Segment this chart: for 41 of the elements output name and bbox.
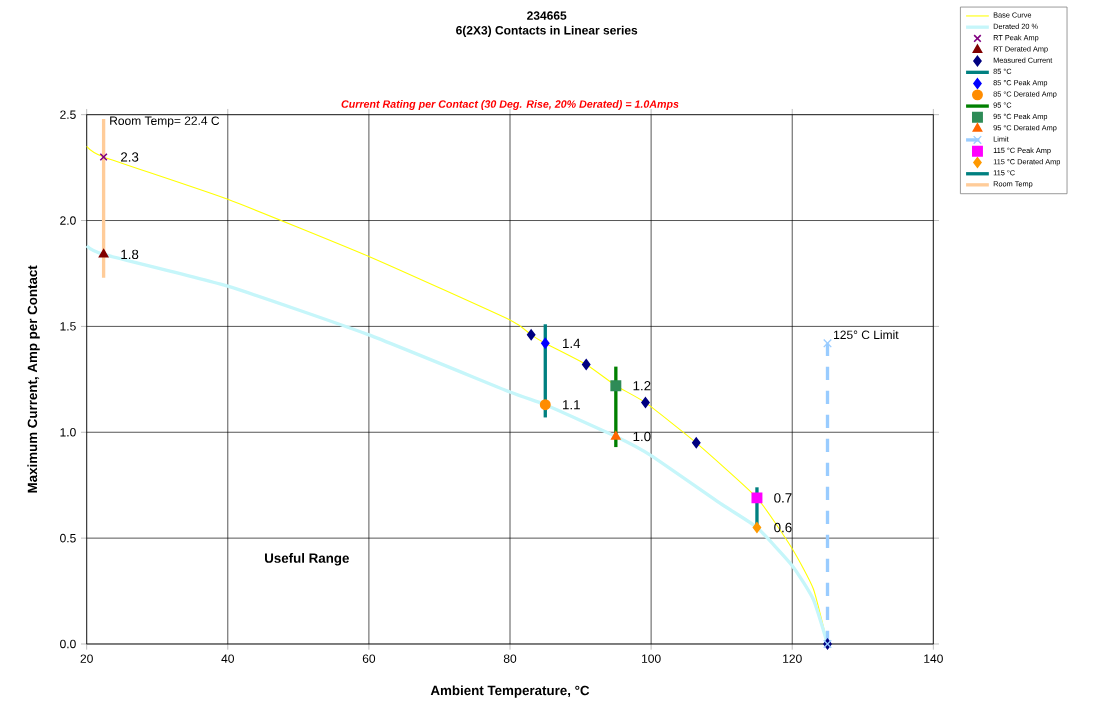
- point: [641, 397, 650, 408]
- x-tick-label: 140: [924, 654, 943, 663]
- y-tick-label: 0.5: [60, 533, 76, 543]
- point: [823, 338, 832, 348]
- annotation: Useful Range: [265, 552, 349, 566]
- x-tick-label: 120: [783, 654, 802, 663]
- y-tick-label: 2.0: [60, 216, 76, 225]
- point: [611, 430, 621, 440]
- data-label: 1.8: [121, 249, 139, 259]
- x-tick-label: 60: [362, 654, 376, 663]
- annotation: Room Temp= 22.4 C: [110, 116, 220, 128]
- x-axis-title: Ambient Temperature, °C: [430, 685, 590, 698]
- data-label: 1.1: [563, 399, 580, 410]
- x-tick-label: 20: [80, 654, 93, 663]
- y-tick-label: 1.5: [60, 322, 76, 331]
- data-label: 1.0: [633, 431, 651, 442]
- x-tick-label: 80: [503, 654, 517, 663]
- data-label: 2.3: [120, 152, 139, 162]
- x-tick-label: 100: [642, 654, 661, 663]
- point: [540, 337, 550, 349]
- point: [99, 152, 108, 161]
- y-tick-label: 2.5: [60, 110, 76, 119]
- point: [98, 248, 109, 258]
- data-label: 1.2: [633, 380, 651, 391]
- point: [539, 399, 551, 411]
- x-tick-label: 40: [221, 654, 234, 663]
- point: [610, 380, 622, 391]
- chart-subtitle: 6(2X3) Contacts in Linear series: [456, 25, 638, 37]
- point: [691, 437, 701, 449]
- data-label: 1.4: [563, 338, 581, 348]
- data-label: 0.7: [774, 493, 792, 503]
- point: [526, 329, 536, 341]
- chart-title: 234665: [527, 11, 567, 20]
- y-axis-title: Maximum Current, Amp per Contact: [27, 265, 40, 493]
- annotation: 125° C Limit: [834, 330, 899, 339]
- y-tick-label: 0.0: [60, 639, 76, 649]
- point: [752, 521, 762, 533]
- point: [581, 358, 591, 370]
- point: [751, 492, 763, 504]
- text: Current Rating per Contact (30 Deg. Rise, 20% Derated) = 1.0Amps: [341, 99, 679, 110]
- y-tick-label: 1.0: [60, 427, 76, 437]
